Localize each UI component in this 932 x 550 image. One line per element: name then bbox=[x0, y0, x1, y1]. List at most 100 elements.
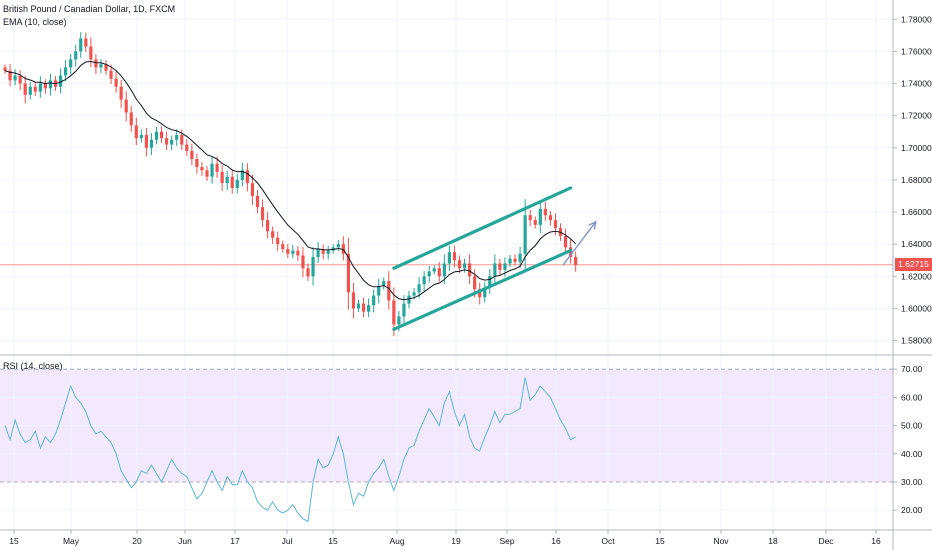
time-tick-label: 15 bbox=[328, 536, 338, 546]
candle-body bbox=[346, 253, 350, 293]
candle bbox=[48, 73, 53, 96]
candle-body bbox=[432, 268, 436, 272]
candle bbox=[159, 126, 164, 143]
time-tick-label: Oct bbox=[601, 536, 615, 546]
candle bbox=[43, 79, 47, 94]
candle-body bbox=[245, 170, 249, 184]
candle-body bbox=[316, 248, 320, 258]
candle bbox=[468, 254, 472, 284]
rsi-line bbox=[4, 377, 576, 523]
candle-body bbox=[321, 248, 325, 254]
candle bbox=[427, 265, 431, 283]
candle bbox=[574, 251, 578, 272]
candle-body bbox=[286, 248, 290, 254]
candle bbox=[306, 263, 310, 282]
candle-body bbox=[442, 263, 446, 277]
candle bbox=[361, 297, 366, 318]
time-tick-label: 15 bbox=[9, 536, 19, 546]
candle-body bbox=[23, 83, 27, 95]
candle-body bbox=[119, 86, 123, 100]
candle bbox=[230, 170, 234, 194]
time-axis[interactable]: 15 May 20 Jun 17 Jul 15 Aug 19 Sep 16 Oct 15 Nov 18 Dec… bbox=[9, 530, 881, 546]
time-tick-label: Dec bbox=[818, 536, 834, 546]
candle-body bbox=[18, 75, 22, 84]
candle-body bbox=[563, 236, 568, 248]
candle bbox=[437, 262, 441, 282]
candle-body bbox=[124, 99, 128, 113]
candle bbox=[291, 244, 295, 259]
candle bbox=[488, 269, 492, 295]
symbol-title[interactable]: British Pound / Canadian Dollar, 1D, FXC… bbox=[3, 4, 176, 14]
candle-body bbox=[180, 134, 184, 145]
candle-body bbox=[200, 167, 204, 171]
forecast-arrow-head bbox=[588, 220, 597, 230]
candle-body bbox=[422, 276, 426, 285]
candle-body bbox=[64, 67, 68, 76]
candle-body bbox=[58, 75, 63, 87]
candle bbox=[538, 199, 542, 234]
drawing-tools[interactable] bbox=[392, 186, 597, 331]
candle-body bbox=[74, 51, 78, 60]
price-tick-label: 1.66000 bbox=[901, 207, 932, 217]
candle bbox=[372, 289, 376, 313]
candle bbox=[452, 245, 457, 268]
ema-legend[interactable]: EMA (10, close) bbox=[3, 17, 67, 27]
candle bbox=[422, 270, 426, 291]
candle-body bbox=[220, 171, 224, 184]
candle-body bbox=[538, 208, 542, 225]
candle bbox=[260, 199, 265, 228]
candle-body bbox=[513, 258, 517, 262]
price-axis[interactable]: 1.78000 1.76000 1.74000 1.72000 1.70000 1.680… bbox=[893, 14, 932, 346]
candle-body bbox=[175, 134, 179, 140]
candle-body bbox=[13, 75, 17, 81]
candle-body bbox=[553, 220, 558, 229]
rsi-legend[interactable]: RSI (14, close) bbox=[3, 361, 63, 371]
candle bbox=[326, 245, 330, 260]
candle bbox=[79, 32, 83, 58]
price-tick-label: 1.70000 bbox=[901, 143, 932, 153]
candle bbox=[64, 60, 68, 82]
candle-body bbox=[382, 281, 386, 286]
rsi-tick-label: 40.00 bbox=[901, 449, 923, 459]
candle bbox=[387, 271, 391, 310]
rsi-tick-label: 60.00 bbox=[901, 392, 923, 402]
candle-body bbox=[412, 292, 416, 296]
candle bbox=[508, 255, 512, 268]
candle-body bbox=[468, 263, 472, 277]
candle bbox=[493, 254, 497, 284]
candle-body bbox=[266, 220, 270, 232]
candle-body bbox=[397, 316, 401, 325]
candle bbox=[483, 282, 487, 303]
candle bbox=[341, 236, 345, 261]
candle bbox=[311, 247, 315, 286]
candle-body bbox=[498, 263, 502, 270]
rsi-tick-label: 70.00 bbox=[901, 364, 923, 374]
candle bbox=[139, 129, 143, 143]
time-tick-label: 19 bbox=[451, 536, 461, 546]
candle-body bbox=[488, 276, 492, 288]
rsi-tick-label: 20.00 bbox=[901, 505, 923, 515]
candle bbox=[175, 129, 179, 146]
candle bbox=[210, 156, 214, 184]
candle-body bbox=[159, 131, 164, 139]
candle-body bbox=[392, 300, 396, 325]
candle bbox=[407, 290, 411, 309]
candle bbox=[523, 199, 527, 272]
candle-body bbox=[235, 179, 239, 188]
candle-body bbox=[33, 86, 37, 92]
candle-body bbox=[402, 303, 406, 317]
candle-body bbox=[301, 255, 305, 269]
candle-body bbox=[457, 260, 462, 269]
candle-body bbox=[341, 244, 345, 254]
rsi-axis[interactable]: 70.00 60.00 50.00 40.00 30.00 20.00 bbox=[893, 364, 923, 515]
candle-body bbox=[367, 305, 371, 312]
candle bbox=[74, 44, 78, 67]
candle-body bbox=[503, 263, 507, 270]
candle-body bbox=[462, 263, 467, 269]
candle-body bbox=[43, 83, 47, 89]
candle bbox=[543, 202, 547, 221]
rsi-tick-label: 30.00 bbox=[901, 477, 923, 487]
price-tick-label: 1.72000 bbox=[901, 111, 932, 121]
candle-body bbox=[351, 292, 356, 309]
